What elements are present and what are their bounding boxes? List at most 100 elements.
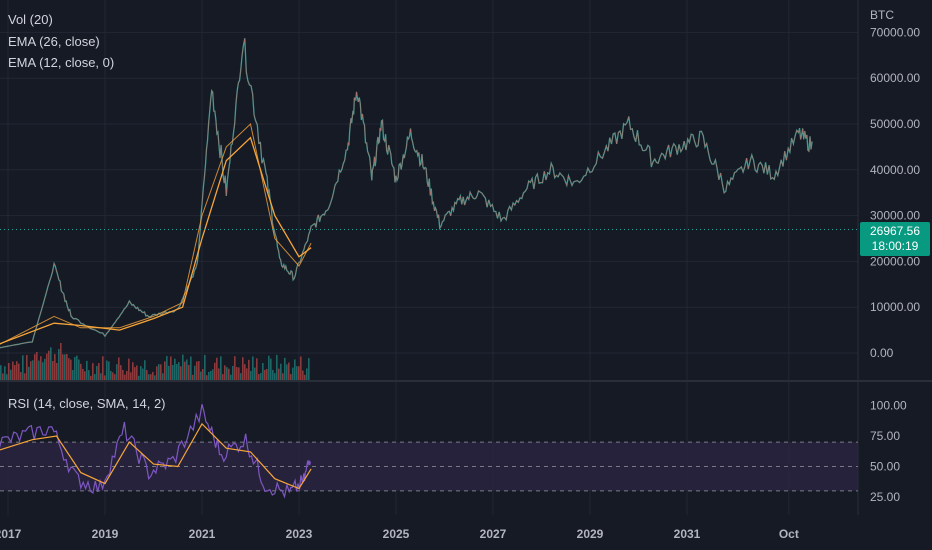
volume-bar <box>66 354 68 380</box>
volume-bar <box>110 370 112 380</box>
price-line <box>0 38 813 349</box>
volume-bar <box>202 369 204 380</box>
volume-bar <box>166 356 168 380</box>
volume-bar <box>306 368 308 380</box>
volume-bar <box>286 364 288 380</box>
volume-bar <box>268 355 270 380</box>
volume-bar <box>176 364 178 380</box>
legend-rsi[interactable]: RSI (14, close, SMA, 14, 2) <box>8 396 166 411</box>
volume-bar <box>104 375 106 380</box>
volume-bar <box>238 367 240 380</box>
volume-bar <box>278 368 280 380</box>
volume-bar <box>34 354 36 380</box>
volume-bar <box>168 365 170 380</box>
price-line-down <box>0 38 813 348</box>
axes: 70000.00 60000.00 50000.00 40000.00 30000.00… <box>0 8 920 541</box>
volume-bar <box>76 355 78 380</box>
volume-bar <box>212 369 214 380</box>
volume-bar <box>158 364 160 380</box>
volume-bar <box>88 370 90 380</box>
volume-bar <box>84 371 86 380</box>
volume-bar <box>138 375 140 380</box>
volume-bar <box>68 358 70 380</box>
time-tick-label: 2031 <box>674 527 701 541</box>
time-tick-label: 2029 <box>577 527 604 541</box>
volume-bar <box>8 363 10 380</box>
volume-bar <box>218 368 220 380</box>
volume-bar <box>190 356 192 380</box>
volume-bar <box>52 361 54 380</box>
price-tick-label: 30000.00 <box>870 209 920 223</box>
volume-bar <box>292 367 294 380</box>
volume-bar <box>134 367 136 380</box>
volume-bar <box>194 365 196 380</box>
volume-bar <box>82 368 84 380</box>
rsi-sma-line <box>0 422 312 490</box>
volume-bar <box>224 365 226 380</box>
price-tick-label: 60000.00 <box>870 71 920 85</box>
volume-bar <box>236 367 238 380</box>
volume-bar <box>304 374 306 380</box>
volume-bar <box>214 362 216 380</box>
volume-bar <box>146 370 148 380</box>
volume-bar <box>78 359 80 380</box>
volume-bar <box>200 371 202 380</box>
volume-bar <box>196 361 198 380</box>
grid <box>0 0 932 515</box>
volume-bar <box>284 357 286 380</box>
volume-bar <box>22 355 24 380</box>
volume-bar <box>182 354 184 380</box>
volume-bar <box>54 354 56 380</box>
volume-bar <box>86 360 88 380</box>
volume-bar <box>258 374 260 380</box>
volume-bar <box>136 365 138 380</box>
legend-ema26[interactable]: EMA (26, close) <box>8 34 100 49</box>
volume-bar <box>222 374 224 380</box>
volume-bar <box>280 363 282 380</box>
volume-bar <box>274 373 276 380</box>
volume-bar <box>92 363 94 380</box>
volume-bar <box>302 370 304 380</box>
volume-bar <box>140 366 142 380</box>
volume-bar <box>210 370 212 380</box>
volume-bar <box>154 375 156 380</box>
volume-bar <box>226 367 228 380</box>
volume-bar <box>296 366 298 380</box>
volume-bar <box>208 371 210 380</box>
volume-bar <box>252 356 254 380</box>
volume-bar <box>126 370 128 380</box>
volume-bar <box>156 366 158 380</box>
volume-bar <box>42 362 44 380</box>
volume-bar <box>148 374 150 380</box>
volume-bar <box>26 354 28 380</box>
volume-bar <box>38 360 40 380</box>
volume-bar <box>206 375 208 380</box>
volume-bar <box>30 361 32 380</box>
volume-bar <box>172 365 174 380</box>
volume-bar <box>10 369 12 380</box>
legend-vol[interactable]: Vol (20) <box>8 12 53 27</box>
volume-bar <box>74 357 76 380</box>
volume-bar <box>174 358 176 380</box>
volume-bar <box>72 370 74 380</box>
volume-bar <box>0 365 2 380</box>
volume-bar <box>294 359 296 380</box>
volume-bar <box>124 374 126 380</box>
volume-bar <box>230 374 232 380</box>
volume-bar <box>250 370 252 380</box>
volume-bar <box>242 357 244 380</box>
volume-bar <box>288 362 290 380</box>
volume-bar <box>256 358 258 380</box>
time-tick-label: 2019 <box>92 527 119 541</box>
volume-bar <box>186 359 188 380</box>
volume-bar <box>50 347 52 380</box>
volume-bar <box>18 363 20 380</box>
volume-bar <box>44 358 46 380</box>
volume-bar <box>4 366 6 380</box>
volume-bar <box>180 366 182 380</box>
rsi-line <box>0 404 311 499</box>
legend-ema12[interactable]: EMA (12, close, 0) <box>8 55 115 70</box>
volume-bar <box>2 373 4 380</box>
volume-bar <box>100 373 102 380</box>
